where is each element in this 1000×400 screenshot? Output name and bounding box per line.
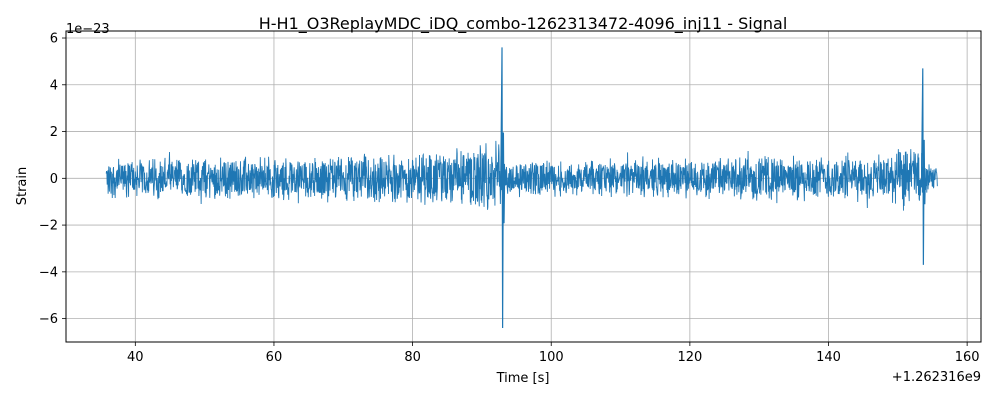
x-axis-label: Time [s]	[496, 371, 550, 386]
y-tick-label: −2	[39, 219, 58, 234]
x-tick-label: 120	[677, 350, 702, 365]
x-offset-label: +1.262316e9	[892, 370, 981, 385]
y-axis-label: Strain	[15, 167, 30, 206]
x-tick-label: 80	[404, 350, 421, 365]
x-tick-label: 140	[816, 350, 841, 365]
glitch-spike	[500, 47, 506, 328]
y-tick-label: −6	[39, 312, 58, 327]
x-tick-label: 60	[266, 350, 283, 365]
signal-trace	[105, 140, 938, 211]
axes-frame	[65, 30, 982, 343]
y-tick-label: 4	[50, 78, 58, 93]
y-tick-label: 0	[50, 172, 58, 187]
x-tick-label: 40	[127, 350, 144, 365]
glitch-spike	[920, 68, 926, 265]
ticks: 40 60 80 100 120 140 160 −6 −4 −2 0 2 4 6	[39, 32, 980, 365]
y-tick-label: 2	[50, 125, 58, 140]
x-tick-label: 160	[955, 350, 980, 365]
plot-area	[105, 47, 938, 328]
y-tick-label: −4	[39, 265, 58, 280]
y-tick-label: 6	[50, 32, 58, 47]
chart-title: H-H1_O3ReplayMDC_iDQ_combo-1262313472-40…	[259, 14, 788, 34]
y-scale-label: 1e−23	[66, 22, 110, 37]
x-tick-label: 100	[539, 350, 564, 365]
